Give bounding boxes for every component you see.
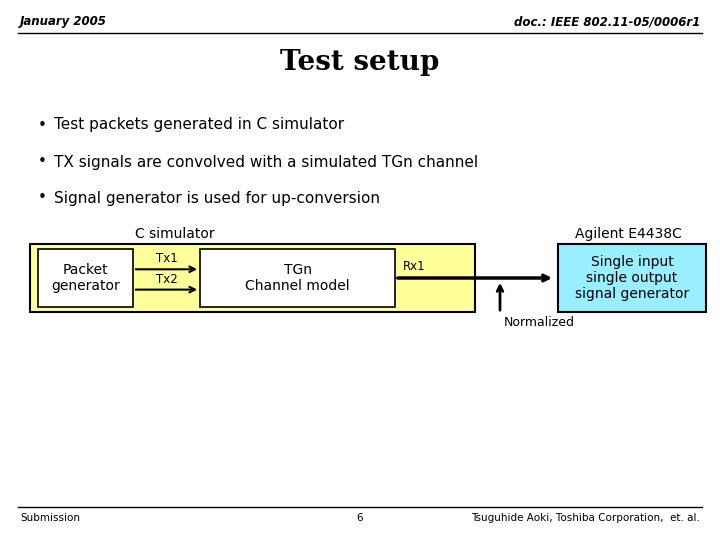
Bar bbox=[38, 249, 133, 307]
Text: •: • bbox=[37, 118, 46, 132]
Text: Tx2: Tx2 bbox=[156, 273, 177, 286]
Text: Test setup: Test setup bbox=[280, 49, 440, 76]
Text: •: • bbox=[37, 154, 46, 170]
Text: Tx1: Tx1 bbox=[156, 252, 177, 265]
Text: •: • bbox=[37, 191, 46, 206]
Text: Test packets generated in C simulator: Test packets generated in C simulator bbox=[54, 118, 344, 132]
Text: TX signals are convolved with a simulated TGn channel: TX signals are convolved with a simulate… bbox=[54, 154, 478, 170]
Text: Single input
single output
signal generator: Single input single output signal genera… bbox=[575, 255, 689, 301]
Bar bbox=[558, 244, 706, 312]
Text: Rx1: Rx1 bbox=[403, 260, 426, 273]
Text: Tsuguhide Aoki, Toshiba Corporation,  et. al.: Tsuguhide Aoki, Toshiba Corporation, et.… bbox=[471, 513, 700, 523]
Text: C simulator: C simulator bbox=[135, 227, 215, 241]
Text: Agilent E4438C: Agilent E4438C bbox=[575, 227, 681, 241]
Text: Normalized: Normalized bbox=[504, 316, 575, 329]
Text: Signal generator is used for up-conversion: Signal generator is used for up-conversi… bbox=[54, 191, 380, 206]
Text: doc.: IEEE 802.11-05/0006r1: doc.: IEEE 802.11-05/0006r1 bbox=[514, 16, 700, 29]
Text: Submission: Submission bbox=[20, 513, 80, 523]
Text: Packet
generator: Packet generator bbox=[51, 263, 120, 293]
Text: January 2005: January 2005 bbox=[20, 16, 107, 29]
Text: TGn
Channel model: TGn Channel model bbox=[246, 263, 350, 293]
Bar bbox=[30, 244, 475, 312]
Text: 6: 6 bbox=[356, 513, 364, 523]
Bar bbox=[200, 249, 395, 307]
